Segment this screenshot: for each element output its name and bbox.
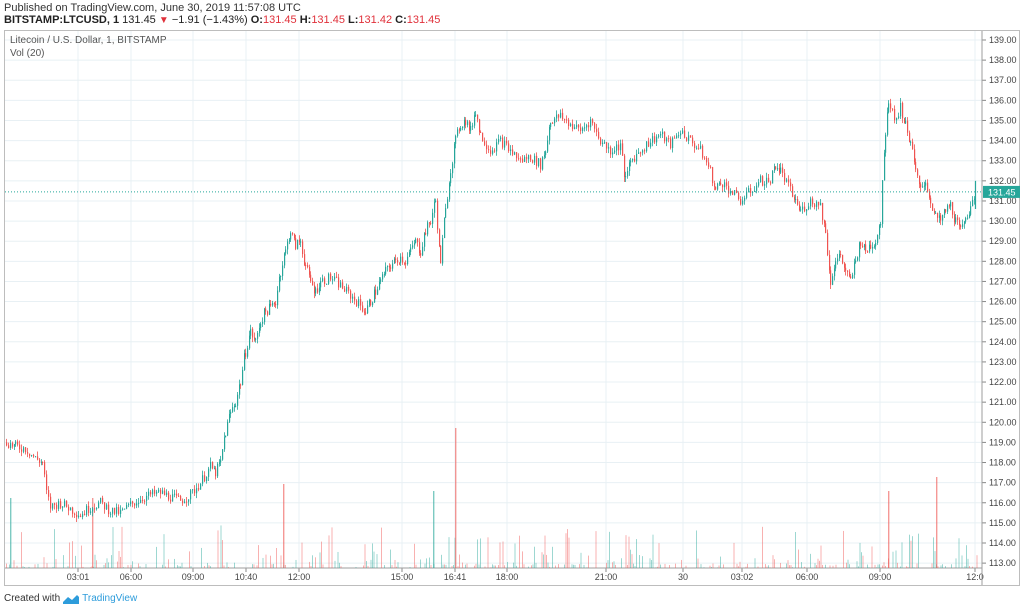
last-price-badge [983,185,1020,198]
x-axis-tick-label: 12:0 [966,572,984,582]
y-axis-tick-label: 138.00 [989,55,1017,65]
chart-frame[interactable] [4,30,1020,586]
symbol-quote-line: BITSTAMP:LTCUSD, 1 131.45 ▼ −1.91 (−1.43… [4,14,440,26]
x-axis-tick-label: 09:00 [182,572,205,582]
y-axis-tick-label: 127.00 [989,276,1017,286]
y-axis-tick-label: 119.00 [989,437,1016,447]
y-axis-tick-label: 136.00 [989,95,1017,105]
y-axis-tick-label: 121.00 [989,397,1017,407]
published-line: Published on TradingView.com, June 30, 2… [4,2,301,14]
y-axis-tick-label: 130.00 [989,216,1017,226]
last-price-badge-label: 131.45 [988,187,1016,197]
price-change: −1.91 (−1.43%) [171,14,248,26]
x-axis-tick-label: 12:00 [288,572,311,582]
y-axis-tick-label: 113.00 [989,558,1016,568]
tradingview-logo-icon [63,594,80,604]
x-axis-tick-label: 16:41 [444,572,467,582]
last-price: 131.45 [122,14,156,26]
y-axis-tick-label: 126.00 [989,297,1017,307]
x-axis-tick-label: 15:00 [391,572,414,582]
created-with-label: Created with [4,593,61,604]
symbol-label: BITSTAMP:LTCUSD, 1 [4,14,120,26]
y-axis-tick-label: 117.00 [989,478,1016,488]
y-axis-tick-label: 118.00 [989,458,1016,468]
y-axis-tick-label: 129.00 [989,236,1017,246]
close-label: C: [395,14,407,26]
high-label: H: [299,14,312,26]
down-arrow-icon: ▼ [158,15,169,26]
y-axis-tick-label: 134.00 [989,136,1017,146]
low-label: L: [348,14,359,26]
x-axis-tick-label: 06:00 [120,572,143,582]
y-axis-tick-label: 122.00 [989,377,1017,387]
high-value: 131.45 [311,14,345,26]
y-axis-tick-label: 132.00 [989,176,1017,186]
x-axis-tick-label: 03:02 [731,572,754,582]
y-axis-tick-label: 131.00 [989,196,1017,206]
y-axis-tick-label: 115.00 [989,518,1016,528]
footer: Created with TradingView [4,593,137,604]
series-legend: Litecoin / U.S. Dollar, 1, BITSTAMP [10,35,167,46]
y-axis-tick-label: 137.00 [989,75,1017,85]
x-axis-tick-label: 18:00 [496,572,519,582]
y-axis-tick-label: 123.00 [989,357,1017,367]
x-axis-tick-label: 30 [678,572,688,582]
x-axis-tick-label: 03:01 [67,572,90,582]
y-axis-tick-label: 120.00 [989,417,1017,427]
y-axis-tick-label: 124.00 [989,337,1017,347]
y-axis-tick-label: 135.00 [989,115,1017,125]
open-label: O: [250,14,263,26]
x-axis-tick-label: 21:00 [595,572,618,582]
close-value: 131.45 [406,14,441,26]
x-axis-tick-label: 09:00 [869,572,892,582]
y-axis-tick-label: 133.00 [989,156,1017,166]
x-axis-tick-label: 06:00 [796,572,819,582]
y-axis-tick-label: 114.00 [989,538,1016,548]
y-axis-tick-label: 128.00 [989,256,1017,266]
tradingview-brand-link[interactable]: TradingView [82,593,138,604]
open-value: 131.45 [262,14,297,26]
x-axis-tick-label: 10:40 [235,572,258,582]
y-axis-tick-label: 116.00 [989,498,1016,508]
y-axis-tick-label: 125.00 [989,317,1017,327]
volume-legend: Vol (20) [10,48,45,59]
low-value: 131.42 [358,14,393,26]
y-axis-tick-label: 139.00 [989,35,1017,45]
